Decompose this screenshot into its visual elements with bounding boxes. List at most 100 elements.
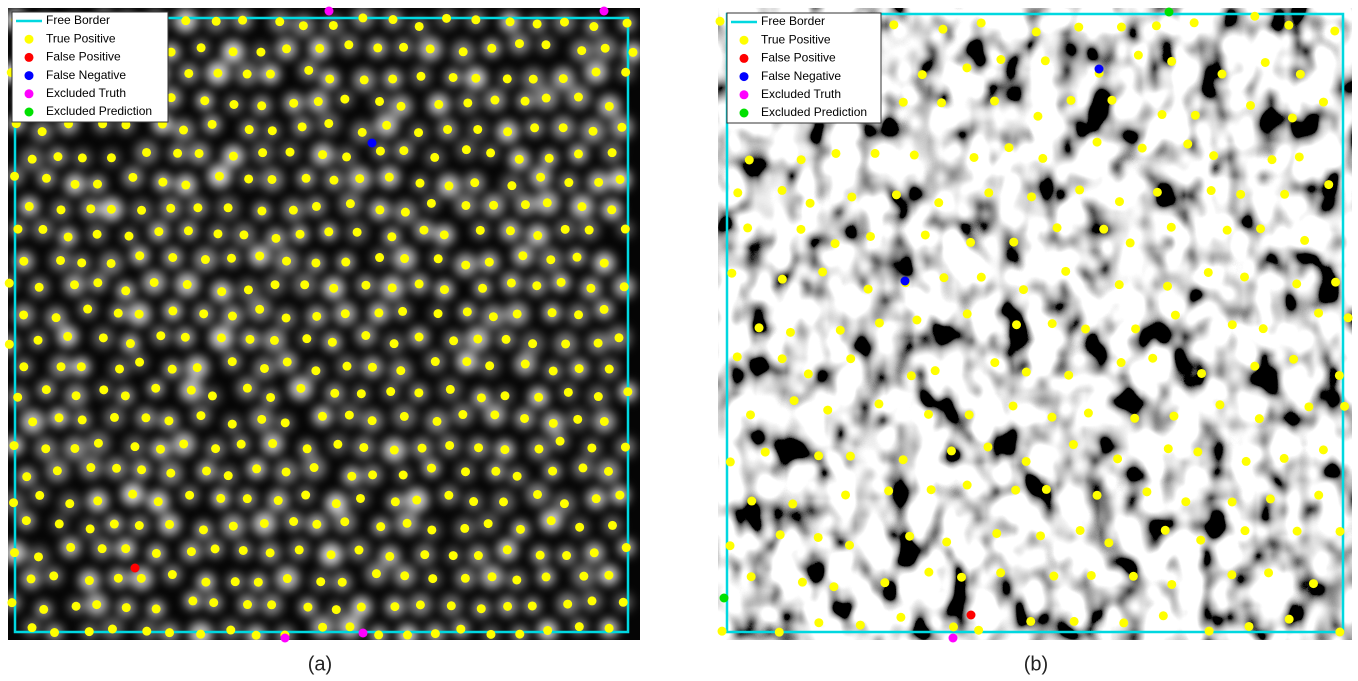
dot [390,339,399,348]
dot [325,74,334,83]
dot [442,14,451,23]
legend-label: False Negative [761,69,841,83]
dot [718,627,727,636]
dot [574,310,583,319]
dot [245,335,254,344]
dot [228,420,237,429]
dot [513,309,522,318]
dot [449,336,458,345]
dot [542,94,551,103]
dot [1344,313,1353,322]
dot [428,574,437,583]
dot [561,225,570,234]
dot [1319,98,1328,107]
dot [57,362,66,371]
dot [183,280,192,289]
dot [266,70,275,79]
dot [502,335,511,344]
dot [340,95,349,104]
dot [1228,497,1237,506]
dot [1099,225,1108,234]
dot [1296,70,1305,79]
dot [304,66,313,75]
legend-label: Excluded Prediction [46,104,152,118]
dot [456,625,465,634]
dot [356,494,365,503]
dot [9,498,18,507]
dot [463,307,472,316]
dot [1190,18,1199,27]
dot [605,624,614,633]
dot [55,413,64,422]
dot [434,254,443,263]
dot [434,309,443,318]
dot [271,280,280,289]
dot [934,198,943,207]
dot [560,18,569,27]
dot [257,206,266,215]
dot [814,618,823,627]
dot [188,596,197,605]
dot [361,331,370,340]
dot [187,547,196,556]
dot [559,74,568,83]
dot [282,313,291,322]
dot [778,275,787,284]
dot [548,308,557,317]
dot [604,571,613,580]
dot [368,470,377,479]
dot [72,391,81,400]
dot [1019,285,1028,294]
dot [1049,572,1058,581]
dot [315,44,324,53]
dot [967,611,976,620]
dot [310,463,319,472]
dot [342,362,351,371]
dot [1048,319,1057,328]
dot [19,362,28,371]
dot [804,369,813,378]
dot [605,365,614,374]
dot [70,280,79,289]
dot [213,69,222,78]
dot [1319,445,1328,454]
dot [415,22,424,31]
dot [341,258,350,267]
dot [1036,531,1045,540]
dot [231,577,240,586]
dot [311,258,320,267]
dot [1022,368,1031,377]
dot [71,180,80,189]
dot [266,548,275,557]
dot [841,490,850,499]
dot [152,549,161,558]
dot [487,44,496,53]
dot [19,257,28,266]
dot [875,318,884,327]
dot [107,205,116,214]
dot [575,523,584,532]
dot [507,278,516,287]
dot [864,285,873,294]
dot [806,199,815,208]
dot [557,278,566,287]
dot [166,469,175,478]
dot [1011,486,1020,495]
dot [229,152,238,161]
dot [333,440,342,449]
panel-label: (a) [308,653,332,675]
dot [268,126,277,135]
dot [1259,324,1268,333]
dot [957,573,966,582]
dot [282,467,291,476]
dot [515,630,524,639]
dot [10,548,19,557]
dot [107,259,116,268]
dot [257,101,266,110]
dot [516,525,525,534]
dot [831,239,840,248]
dot [974,626,983,635]
dot [385,552,394,561]
dot [303,444,312,453]
dot [142,627,151,636]
